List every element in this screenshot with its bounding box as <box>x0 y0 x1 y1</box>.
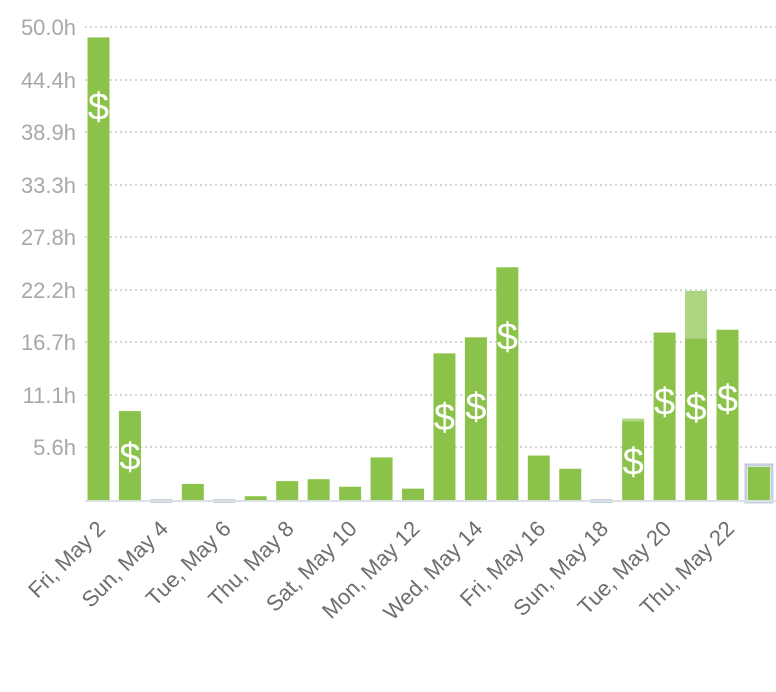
billable-hours-bar <box>716 329 739 500</box>
billable-dollar-icon: $ <box>685 387 706 429</box>
billable-hours-bar <box>118 411 141 500</box>
billable-hours-bar <box>559 468 582 500</box>
y-tick-label: 44.4h <box>21 68 76 93</box>
y-tick-label: 5.6h <box>33 435 76 460</box>
non-billable-hours-bar <box>685 290 708 339</box>
y-tick-label: 16.7h <box>21 330 76 355</box>
billable-dollar-icon: $ <box>497 316 518 358</box>
billable-dollar-icon: $ <box>88 86 109 128</box>
billable-hours-bar <box>527 455 550 500</box>
y-tick-label: 22.2h <box>21 278 76 303</box>
billable-hours-bar <box>370 457 393 500</box>
billable-dollar-icon: $ <box>623 442 644 484</box>
billable-hours-bar <box>87 37 110 500</box>
billable-dollar-icon: $ <box>654 382 675 424</box>
billable-hours-bar <box>496 267 519 500</box>
billable-hours-bar <box>685 338 708 500</box>
y-tick-label: 50.0h <box>21 15 76 40</box>
billable-dollar-icon: $ <box>465 386 486 428</box>
billable-hours-bar <box>339 486 362 500</box>
billable-hours-bar <box>653 332 676 500</box>
billable-hours-bar <box>464 337 487 500</box>
y-axis: 50.0h 44.4h 38.9h 33.3h 27.8h 22.2h 16.7h 11.1h… <box>21 15 76 460</box>
y-tick-label: 27.8h <box>21 225 76 250</box>
y-tick-label: 38.9h <box>21 120 76 145</box>
billable-hours-bar <box>402 488 424 500</box>
billable-hours-bar <box>433 353 456 500</box>
gridlines <box>85 26 776 448</box>
billable-hours-bar <box>307 479 330 500</box>
billable-dollar-icon: $ <box>434 397 455 439</box>
billable-dollar-icon: $ <box>119 437 140 479</box>
bars: $$$ $$$$ $ $ <box>85 37 776 504</box>
billable-hours-bar <box>244 496 267 500</box>
y-tick-label: 11.1h <box>23 383 76 408</box>
billable-dollar-icon: $ <box>717 379 738 421</box>
non-billable-hours-bar <box>622 418 645 422</box>
y-tick-label: 33.3h <box>21 173 76 198</box>
billable-hours-bar <box>747 466 770 500</box>
billable-hours-bar <box>181 483 204 500</box>
billable-hours-bar <box>622 421 645 500</box>
billable-hours-bar <box>276 481 299 500</box>
